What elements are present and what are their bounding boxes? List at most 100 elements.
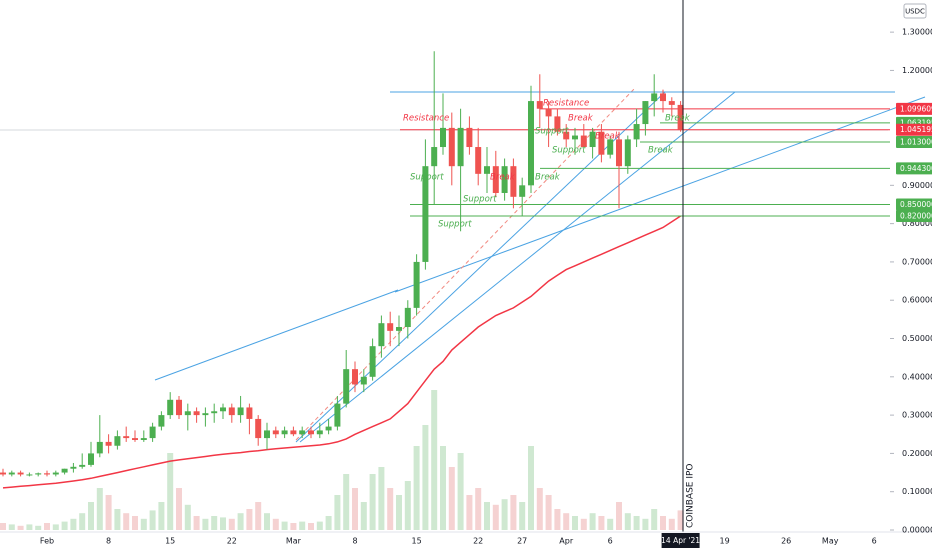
volume-bar [378,467,385,530]
volume-bar [79,513,86,530]
volume-bar [334,495,341,530]
candle-body [140,438,147,441]
annotation: Break [665,114,691,124]
volume-layer [0,390,684,530]
annotation: Break [648,146,674,156]
volume-bar [457,453,464,530]
volume-bar [660,516,666,530]
volume-bar [589,513,596,530]
volume-bar [316,521,323,530]
volume-bar [149,510,156,530]
candle-body [431,147,438,167]
annotation: Support [438,220,472,230]
annotation: Support [463,195,497,205]
x-tick-label: 26 [781,537,791,546]
candle-body [528,101,534,186]
y-tick-label: 0.100000 [902,487,932,496]
candle-body [35,473,42,475]
candle-body [264,430,270,439]
candle-body [677,104,684,130]
volume-bar [598,516,605,530]
candle-body [8,472,15,475]
x-tick-label: 6 [872,537,877,546]
candle-body [272,430,279,435]
candles [0,51,684,477]
candle-body [651,93,658,102]
x-tick-label: 8 [106,537,111,546]
y-tick-label: 0.400000 [902,372,932,381]
volume-bar [220,517,226,530]
trend-line-dashed [295,87,636,441]
price-label: 0.820000 [900,211,932,220]
candle-body [334,403,341,427]
volume-bar [369,474,376,530]
x-tick-label: May [822,537,839,546]
candle-body [598,131,605,155]
candle-body [228,407,235,416]
y-tick-label: 0.300000 [902,411,932,420]
volume-bar [616,502,622,530]
volume-bar [8,524,15,530]
y-tick-label: 1.300000 [902,28,932,37]
currency-box [903,3,927,19]
volume-bar [677,510,684,530]
candle-body [299,430,306,435]
volume-bar [61,521,68,530]
annotation: Break [595,132,621,142]
candle-body [422,166,429,262]
x-tick-label: 15 [412,537,422,546]
price-label-box [896,136,932,149]
candle-body [26,474,33,476]
x-tick-label: 22 [227,537,237,546]
candle-body [44,473,50,475]
x-tick-label: Apr [559,537,574,546]
volume-bar [448,467,455,530]
candle-body [580,135,587,148]
candle-body [290,430,297,435]
volume-bar [387,488,394,530]
price-label: 1.063195 [900,118,932,127]
volume-bar [413,446,420,530]
annotation: Resistance [403,114,449,124]
annotation: Support [535,127,569,137]
candle-body [176,399,182,416]
volume-bar [308,523,314,530]
volume-bar [184,504,191,530]
volume-bar [228,518,235,530]
candle-body [440,127,446,148]
volume-bar [105,495,112,530]
volume-bar [281,521,288,530]
candle-body [167,399,174,416]
price-label-box [896,209,932,222]
annotation: Break [490,173,516,183]
candle-body [343,369,350,404]
candle-body [360,376,367,385]
candle-body [589,131,596,148]
currency: USDC [905,8,925,16]
candle-body [616,139,622,167]
candle-body [70,466,77,469]
volume-bar [431,390,438,530]
candle-body [387,323,394,331]
x-tick-label: 6 [608,537,613,546]
volume-bar [475,488,482,530]
candle-body [457,127,464,167]
volume-bar [440,446,446,530]
candle-body [123,436,130,439]
price-label: 1.099609 [900,104,932,113]
volume-bar [290,523,297,530]
candle-body [668,101,675,105]
candle-body [96,441,103,454]
volume-bar [123,513,130,530]
annotation: Break [535,173,561,183]
candle-body [369,346,376,377]
volume-bar [554,509,561,530]
candle-body [255,418,262,439]
candle-body [554,116,561,132]
y-tick-label: 0.800000 [902,219,932,228]
volume-bar [176,488,182,530]
volume-bar [264,513,270,530]
candle-body [510,166,517,197]
